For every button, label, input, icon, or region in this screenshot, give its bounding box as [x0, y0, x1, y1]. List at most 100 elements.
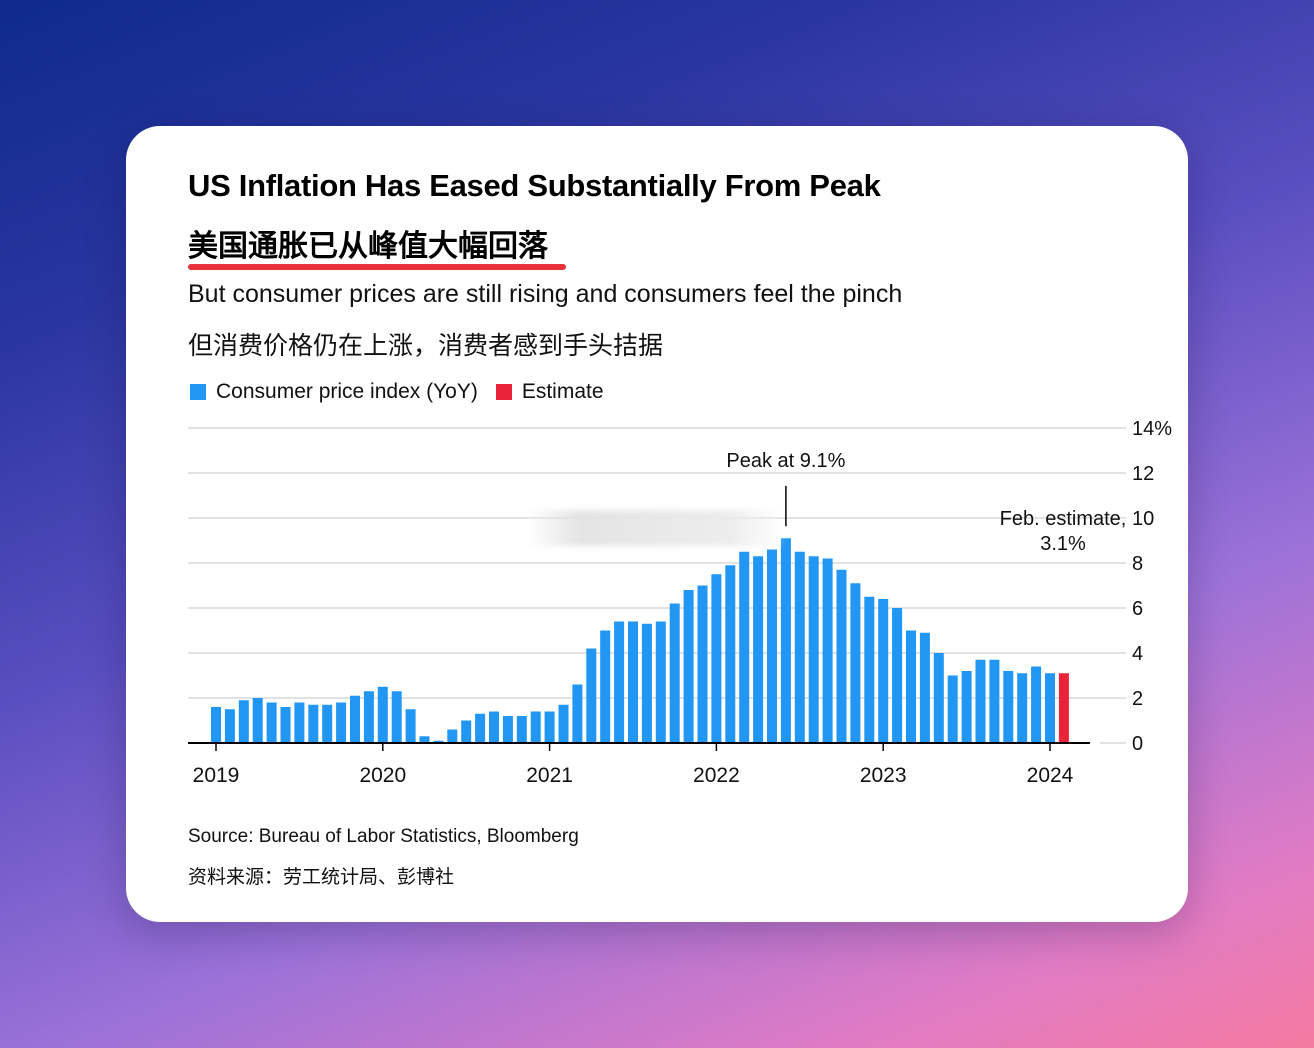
cpi-bar — [725, 565, 736, 743]
cpi-bar — [919, 632, 930, 743]
cpi-bar — [252, 698, 263, 743]
peak-annotation: Peak at 9.1% — [726, 450, 845, 472]
legend-swatch-estimate — [495, 384, 512, 400]
chart-title: US Inflation Has Eased Substantially Fro… — [188, 168, 881, 203]
y-tick-label: 8 — [1132, 553, 1143, 575]
legend-item-cpi: Consumer price index (YoY) — [190, 380, 478, 404]
cpi-bar — [850, 583, 861, 743]
cpi-bar — [1003, 671, 1014, 743]
cpi-bar — [447, 729, 458, 743]
cpi-bar — [544, 711, 555, 743]
cpi-bar — [433, 740, 444, 743]
cpi-bar — [224, 709, 235, 743]
cpi-bar — [419, 736, 430, 743]
y-tick-label: 4 — [1132, 643, 1143, 665]
estimate-bar — [1058, 673, 1069, 743]
chart-card: US Inflation Has Eased Substantially Fro… — [126, 126, 1188, 922]
cpi-bar — [280, 707, 291, 743]
cpi-bar — [475, 713, 486, 743]
cpi-bar — [655, 621, 666, 743]
cpi-bar — [767, 549, 777, 743]
cpi-bar — [864, 596, 875, 743]
legend-item-estimate: Estimate — [495, 380, 604, 404]
estimate-annotation-value: 3.1% — [1040, 533, 1086, 555]
cpi-bar — [586, 648, 597, 743]
x-tick-label: 2019 — [193, 764, 240, 787]
estimate-annotation: Feb. estimate, — [1000, 508, 1127, 530]
cpi-bar — [975, 659, 986, 743]
cpi-bar — [572, 684, 583, 743]
cpi-bar — [294, 702, 305, 743]
cpi-bar — [669, 603, 680, 743]
cpi-bar — [322, 704, 333, 743]
chart-subtitle: But consumer prices are still rising and… — [188, 280, 903, 308]
cpi-bar — [1031, 666, 1042, 743]
cpi-bar — [808, 556, 819, 743]
y-tick-label: 10 — [1132, 508, 1154, 530]
cpi-bar — [363, 691, 374, 743]
blurred-watermark — [528, 510, 782, 546]
title-underline — [188, 264, 566, 270]
legend-label-estimate: Estimate — [521, 380, 604, 403]
y-tick-label: 12 — [1132, 463, 1154, 485]
y-tick-label: 0 — [1132, 733, 1143, 755]
x-tick-label: 2021 — [526, 764, 573, 787]
source-note-chinese: 资料来源：劳工统计局、彭博社 — [188, 866, 455, 888]
cpi-bar — [238, 700, 249, 743]
cpi-bar — [211, 707, 221, 743]
x-tick-label: 2022 — [693, 764, 740, 787]
legend-swatch-cpi — [190, 384, 206, 400]
cpi-bar — [502, 716, 513, 743]
cpi-bar — [600, 630, 611, 743]
cpi-bar — [836, 569, 847, 743]
cpi-bar — [711, 574, 722, 743]
x-tick-label: 2024 — [1027, 764, 1074, 787]
cpi-bar — [947, 675, 958, 743]
y-tick-label: 6 — [1132, 598, 1143, 620]
cpi-bar — [308, 704, 319, 743]
x-tick-label: 2020 — [359, 764, 406, 787]
y-tick-label: 2 — [1132, 688, 1143, 710]
cpi-bar — [794, 551, 805, 743]
cpi-bar — [377, 686, 388, 743]
cpi-bar — [906, 630, 916, 743]
cpi-bar — [558, 704, 569, 743]
cpi-bar — [961, 671, 972, 743]
axes — [188, 742, 1090, 751]
cpi-bar — [739, 551, 750, 743]
cpi-bar — [266, 702, 277, 743]
cpi-bar — [683, 590, 694, 743]
cpi-bar — [516, 716, 527, 743]
cpi-bar — [489, 711, 499, 743]
cpi-bar — [878, 599, 889, 743]
cpi-bar — [350, 695, 360, 743]
y-tick-label: 14% — [1132, 418, 1172, 440]
axis-labels: 14% 12 10 8 6 4 2 0 2019 2020 2021 2022 2023 2024 — [193, 418, 1173, 787]
cpi-bar — [614, 621, 625, 743]
bars — [211, 538, 1069, 743]
cpi-bar — [822, 558, 833, 743]
cpi-bar — [780, 538, 791, 743]
cpi-bar — [1045, 673, 1055, 743]
chart-title-chinese: 美国通胀已从峰值大幅回落 — [188, 229, 548, 264]
cpi-bar — [753, 556, 764, 743]
x-tick-label: 2023 — [860, 764, 907, 787]
cpi-bar — [530, 711, 541, 743]
cpi-bar — [933, 653, 944, 743]
cpi-bar — [391, 691, 402, 743]
cpi-bar — [1017, 673, 1028, 743]
cpi-bar — [697, 585, 708, 743]
cpi-bar — [989, 659, 1000, 743]
chart-legend: Consumer price index (YoY) Estimate — [190, 380, 622, 404]
cpi-bar — [892, 608, 903, 743]
annotations: Peak at 9.1% Feb. estimate, 3.1% — [726, 450, 1126, 555]
cpi-bar-chart: 14% 12 10 8 6 4 2 0 2019 2020 2021 2022 2023 2024 Pea… — [188, 418, 1173, 787]
cpi-bar — [336, 702, 347, 743]
cpi-bar — [461, 720, 472, 743]
source-note: Source: Bureau of Labor Statistics, Bloo… — [188, 826, 579, 847]
chart-subtitle-chinese: 但消费价格仍在上涨，消费者感到手头拮据 — [188, 331, 664, 360]
cpi-bar — [405, 709, 416, 743]
cpi-bar — [641, 623, 652, 743]
legend-label-cpi: Consumer price index (YoY) — [216, 380, 478, 403]
cpi-bar — [628, 621, 638, 743]
